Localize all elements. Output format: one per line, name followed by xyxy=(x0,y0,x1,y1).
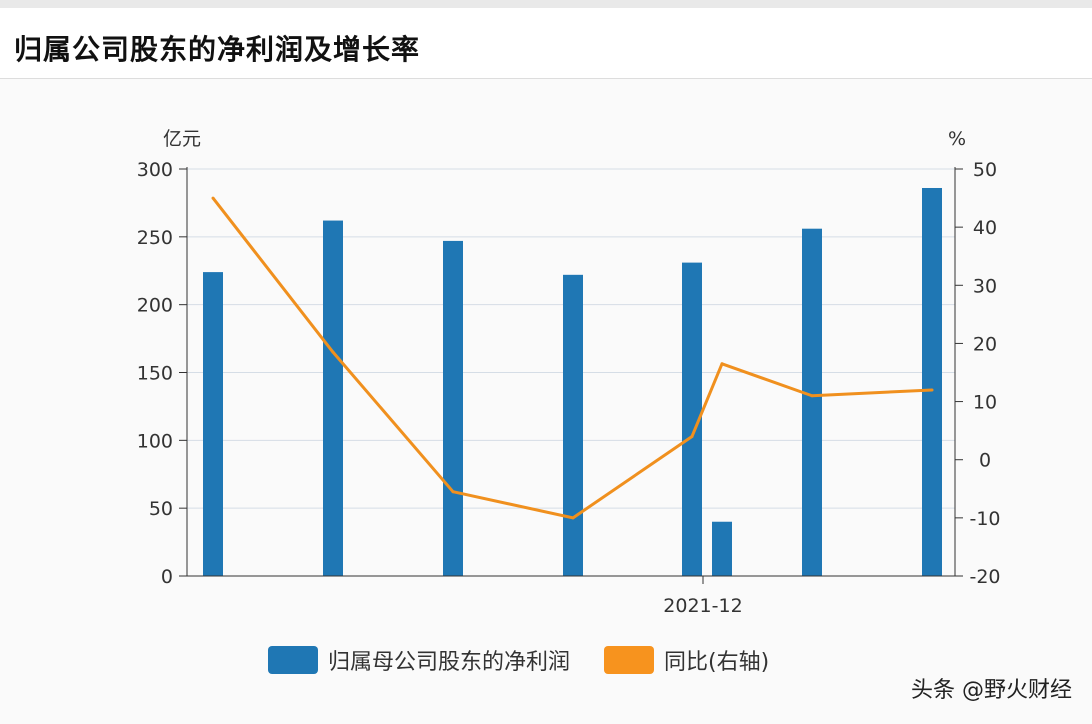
yoy-point xyxy=(571,516,575,520)
yoy-point xyxy=(930,388,934,392)
x-tick-label: 2021-12 xyxy=(663,595,742,617)
right-axis-label: % xyxy=(948,128,966,150)
bar xyxy=(712,521,732,576)
legend-label-yoy[interactable]: 同比(右轴) xyxy=(664,650,770,675)
bar xyxy=(203,272,223,576)
yoy-point xyxy=(720,362,724,366)
bar xyxy=(443,240,463,577)
left-tick-label: 150 xyxy=(137,363,173,385)
right-tick-label: 30 xyxy=(973,275,997,297)
yoy-point xyxy=(211,196,215,200)
header: 归属公司股东的净利润及增长率 xyxy=(0,8,1092,79)
yoy-line xyxy=(211,197,933,520)
yoy-point xyxy=(810,394,814,398)
right-tick-label: 0 xyxy=(979,450,991,472)
legend-swatch-line xyxy=(604,646,655,674)
right-tick-label: 10 xyxy=(973,392,997,414)
right-tick-label: 40 xyxy=(973,217,997,239)
bar xyxy=(922,187,942,576)
left-tick-label: 200 xyxy=(137,295,173,317)
chart-title: 归属公司股东的净利润及增长率 xyxy=(14,33,421,66)
right-tick-label: -20 xyxy=(969,566,1000,588)
yoy-point xyxy=(451,490,455,494)
yoy-point xyxy=(690,434,694,438)
left-axis-label: 亿元 xyxy=(163,128,201,150)
watermark: 头条 @野火财经 xyxy=(911,678,1072,703)
bar xyxy=(802,228,822,576)
yoy-point xyxy=(331,350,335,354)
bar xyxy=(682,262,702,576)
legend: 归属母公司股东的净利润 同比(右轴) xyxy=(268,644,769,676)
left-tick-label: 0 xyxy=(161,566,173,588)
left-tick-label: 100 xyxy=(137,430,173,452)
left-tick-label: 50 xyxy=(149,498,173,520)
legend-label-profit[interactable]: 归属母公司股东的净利润 xyxy=(328,650,571,675)
right-tick-label: -10 xyxy=(969,508,1000,530)
bar xyxy=(323,220,343,576)
bar xyxy=(563,274,583,576)
legend-swatch-bar xyxy=(268,646,318,674)
left-tick-label: 300 xyxy=(137,159,173,181)
right-tick-label: 20 xyxy=(973,333,997,355)
right-tick-label: 50 xyxy=(973,159,997,181)
left-tick-label: 250 xyxy=(137,227,173,249)
top-strip xyxy=(0,0,1092,8)
